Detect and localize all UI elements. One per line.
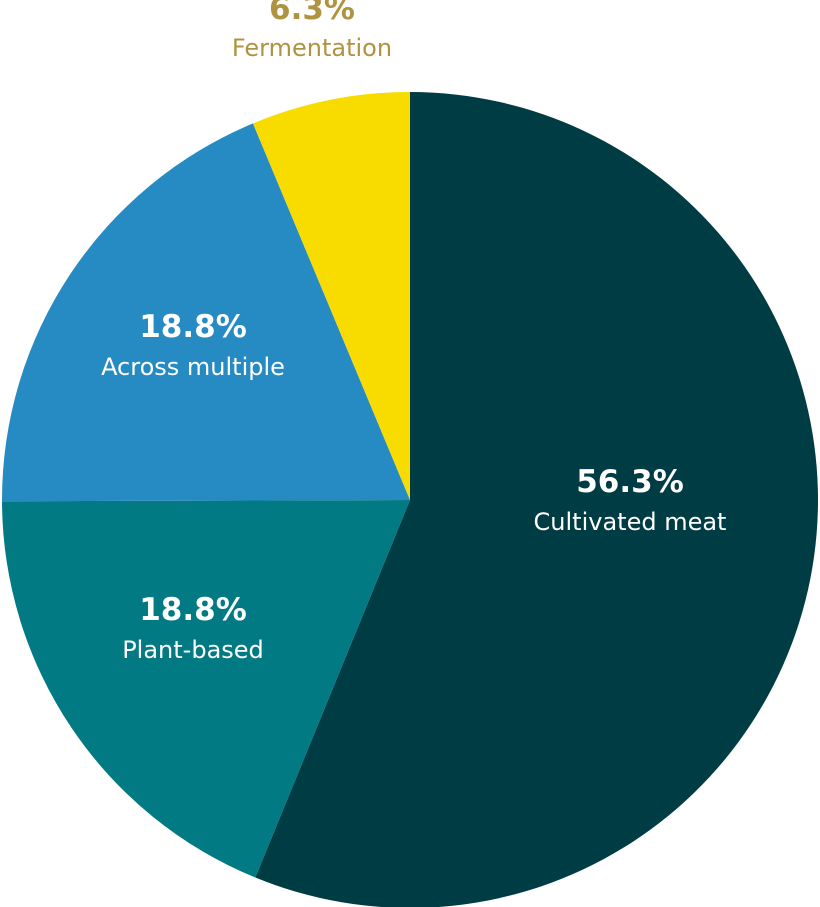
- slice-category-label-cultivated-meat: Cultivated meat: [534, 508, 727, 536]
- pie-slice-plant-based: [2, 500, 410, 878]
- slice-category-label-fermentation: Fermentation: [232, 34, 392, 62]
- pie-slice-fermentation: [252, 92, 410, 500]
- slice-category-label-plant-based: Plant-based: [122, 636, 264, 664]
- pie-slice-across-multiple: [2, 123, 410, 502]
- slice-value-label-cultivated-meat: 56.3%: [576, 464, 684, 500]
- slice-category-label-across-multiple: Across multiple: [101, 353, 285, 381]
- pie-labels: 56.3% Cultivated meat 18.8% Plant-based 18.8…: [101, 0, 726, 664]
- slice-value-label-across-multiple: 18.8%: [139, 309, 247, 345]
- slice-value-label-plant-based: 18.8%: [139, 592, 247, 628]
- pie-slice-cultivated-meat: [255, 92, 818, 907]
- pie-slices: [2, 92, 818, 907]
- slice-value-label-fermentation: 6.3%: [269, 0, 355, 27]
